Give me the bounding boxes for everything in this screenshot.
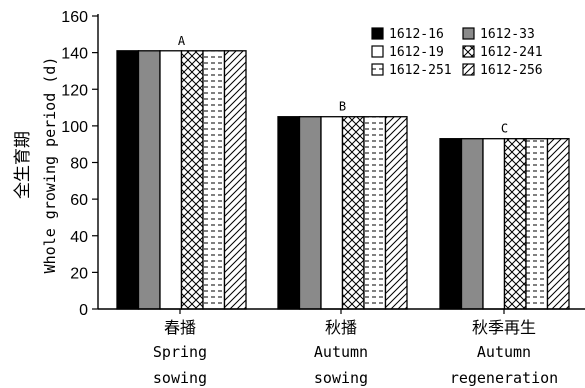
significance-letter: C bbox=[501, 122, 508, 136]
bar-1612-19 bbox=[482, 138, 506, 310]
y-tick-label: 100 bbox=[61, 119, 88, 136]
legend-swatch bbox=[462, 63, 475, 76]
legend-swatch bbox=[462, 27, 475, 40]
axes bbox=[97, 14, 585, 310]
bar-1612-16 bbox=[439, 138, 463, 310]
bar-group bbox=[116, 50, 247, 310]
bars bbox=[116, 50, 570, 310]
bar-1612-241 bbox=[180, 50, 204, 310]
x-axis-labels: 春播 Spring sowing 秋播 Autumn sowing 秋季再生 Autumn re… bbox=[153, 309, 558, 387]
bar-1612-19 bbox=[159, 50, 183, 310]
bar-1612-16 bbox=[277, 116, 301, 310]
bar-1612-256 bbox=[546, 138, 570, 310]
legend-label: 1612-16 bbox=[389, 27, 444, 42]
x-label-cn: 秋播 bbox=[325, 318, 357, 337]
y-axis-title-cn: 全生育期 bbox=[13, 131, 33, 199]
x-label-en-line1: Autumn bbox=[314, 343, 368, 361]
legend-swatch bbox=[371, 63, 384, 76]
y-tick-label: 120 bbox=[61, 82, 88, 99]
legend: 1612-16 1612-33 1612-19 1612-241 1612-251 161… bbox=[371, 27, 543, 78]
bar-1612-251 bbox=[363, 116, 387, 310]
significance-letter: A bbox=[178, 34, 186, 48]
legend-label: 1612-33 bbox=[480, 27, 535, 42]
x-label-cn: 秋季再生 bbox=[472, 318, 536, 337]
bar-1612-19 bbox=[320, 116, 344, 310]
legend-item: 1612-33 bbox=[462, 27, 535, 42]
x-label-en-line2: sowing bbox=[153, 369, 207, 387]
legend-label: 1612-19 bbox=[389, 45, 444, 60]
bar-1612-241 bbox=[503, 138, 527, 310]
significance-letter: B bbox=[339, 100, 346, 114]
y-axis-title: 全生育期 Whole growing period (d) bbox=[13, 57, 59, 274]
bar-1612-256 bbox=[384, 116, 408, 310]
bar-group bbox=[439, 138, 570, 310]
x-label-en-line1: Spring bbox=[153, 343, 207, 361]
y-tick-label: 40 bbox=[70, 229, 88, 246]
legend-item: 1612-251 bbox=[371, 63, 452, 78]
y-tick-label: 140 bbox=[61, 46, 88, 63]
y-tick-label: 160 bbox=[61, 9, 88, 26]
y-tick-label: 80 bbox=[70, 156, 88, 173]
x-label-en-line2: regeneration bbox=[450, 369, 558, 387]
bar-1612-33 bbox=[460, 138, 484, 310]
legend-item: 1612-19 bbox=[371, 45, 444, 60]
legend-label: 1612-241 bbox=[480, 45, 543, 60]
bar-1612-33 bbox=[298, 116, 322, 310]
legend-swatch bbox=[371, 27, 384, 40]
significance-letters: A B C bbox=[178, 34, 508, 136]
y-tick-label: 20 bbox=[70, 265, 88, 282]
x-label-en-line1: Autumn bbox=[477, 343, 531, 361]
y-axis: 0 20 40 60 80 100 120 140 160 bbox=[61, 9, 98, 319]
bar-1612-256 bbox=[223, 50, 247, 310]
y-tick-label: 60 bbox=[70, 192, 88, 209]
legend-label: 1612-251 bbox=[389, 63, 452, 78]
bar-1612-33 bbox=[137, 50, 161, 310]
legend-swatch bbox=[462, 45, 475, 58]
legend-label: 1612-256 bbox=[480, 63, 543, 78]
legend-item: 1612-256 bbox=[462, 63, 543, 78]
bar-1612-251 bbox=[525, 138, 549, 310]
bar-1612-251 bbox=[202, 50, 226, 310]
y-axis-title-en: Whole growing period (d) bbox=[41, 57, 59, 274]
legend-item: 1612-16 bbox=[371, 27, 444, 42]
legend-item: 1612-241 bbox=[462, 45, 543, 60]
bar-1612-241 bbox=[341, 116, 365, 310]
legend-swatch bbox=[371, 45, 384, 58]
bar-1612-16 bbox=[116, 50, 140, 310]
x-label-cn: 春播 bbox=[164, 318, 196, 337]
y-tick-label: 0 bbox=[79, 302, 88, 319]
bar-group bbox=[277, 116, 408, 310]
x-label-en-line2: sowing bbox=[314, 369, 368, 387]
